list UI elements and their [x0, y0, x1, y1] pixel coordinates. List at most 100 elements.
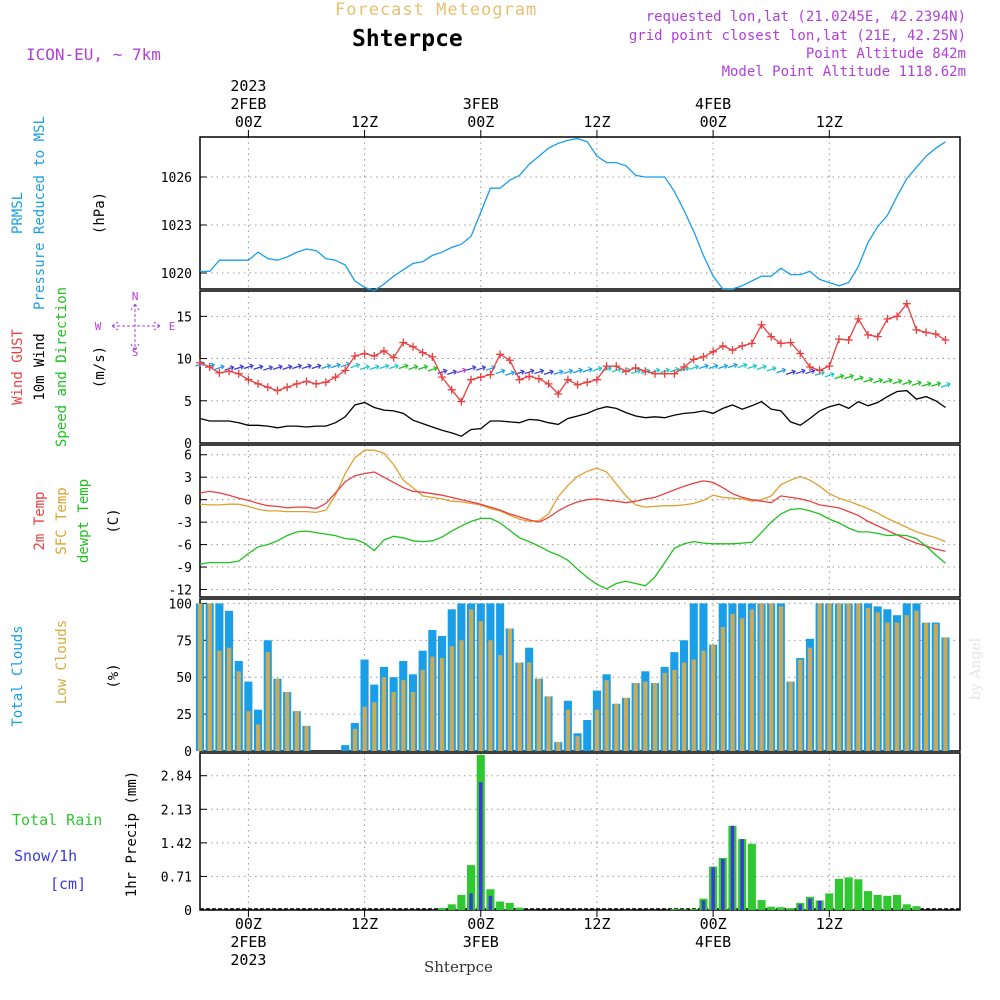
- ylabel-total-rain: Total Rain: [12, 811, 102, 829]
- wind-direction-arrow: [737, 362, 748, 369]
- snow-bar: [808, 898, 812, 910]
- header-title-top: Forecast Meteogram: [335, 0, 538, 20]
- y-tick-label: 15: [176, 310, 192, 325]
- ylabel-dewpt-temp: dewpt Temp: [76, 479, 92, 563]
- bottom-hour-label: 00Z: [700, 915, 727, 933]
- wind-direction-arrow: [505, 370, 516, 376]
- gust-marker: [302, 377, 311, 386]
- gust-marker: [689, 355, 698, 364]
- gust-marker: [438, 373, 447, 382]
- panel-frame: [199, 290, 961, 444]
- gust-marker: [486, 370, 495, 379]
- snow-bar: [730, 825, 735, 910]
- panel-frame: [199, 752, 961, 911]
- low-cloud-bar: [304, 725, 309, 751]
- gust-marker: [244, 375, 253, 384]
- low-cloud-bar: [769, 603, 774, 751]
- low-cloud-bar: [643, 681, 648, 751]
- wind-direction-arrow: [369, 364, 380, 370]
- gust-marker: [196, 358, 204, 367]
- low-cloud-bar: [217, 650, 222, 751]
- wind-direction-arrow: [524, 368, 535, 375]
- low-cloud-bar: [575, 736, 580, 751]
- rain-bar: [844, 877, 853, 910]
- gust-marker: [902, 299, 911, 308]
- low-cloud-bar: [836, 603, 842, 751]
- compass-rose-icon: [111, 303, 161, 351]
- gust-marker: [215, 368, 224, 377]
- ylabel-speed-direction: Speed and Direction: [54, 287, 70, 447]
- footer-location: Shterpce: [424, 958, 493, 976]
- wind-direction-arrow: [427, 365, 438, 372]
- gust-marker: [379, 346, 388, 355]
- low-cloud-bar: [226, 647, 232, 751]
- gust-marker: [738, 341, 747, 350]
- wind-direction-arrow: [592, 365, 603, 372]
- wind-direction-arrow: [234, 364, 245, 370]
- gust-marker: [825, 362, 834, 371]
- low-cloud-bar: [420, 669, 425, 751]
- low-cloud-bar: [536, 678, 541, 751]
- y-tick-label: 0: [184, 494, 192, 509]
- top-day-label: 3FEB: [463, 95, 499, 113]
- header-model: ICON-EU, ~ 7km: [26, 45, 161, 64]
- low-cloud-bar: [662, 672, 667, 751]
- gust-marker: [292, 379, 301, 388]
- panel-frame: [199, 136, 961, 290]
- low-cloud-bar: [517, 662, 522, 751]
- low-cloud-bar: [381, 677, 387, 751]
- low-cloud-bar: [430, 656, 435, 751]
- y-tick-label: 10: [176, 353, 192, 368]
- low-cloud-bar: [527, 662, 532, 751]
- wind-direction-arrow: [301, 363, 312, 370]
- gust-marker: [273, 386, 282, 395]
- bottom-day-label: 3FEB: [463, 933, 499, 951]
- low-cloud-bar: [265, 652, 270, 751]
- wind-direction-arrow: [756, 364, 767, 370]
- wind-direction-arrow: [689, 364, 700, 370]
- gust-marker: [418, 348, 427, 357]
- wind-direction-arrow: [630, 368, 642, 375]
- gust-marker: [815, 366, 824, 375]
- wind-direction-arrow: [456, 367, 467, 374]
- rain-bar: [747, 843, 756, 910]
- gust-marker: [583, 378, 592, 387]
- ylabel-pressure-unit: (hPa): [92, 192, 108, 234]
- ylabel-low-clouds: Low Clouds: [54, 620, 70, 704]
- wind-direction-arrow: [940, 382, 951, 388]
- low-cloud-bar: [614, 703, 619, 751]
- low-cloud-bar: [652, 683, 658, 751]
- low-cloud-bar: [449, 646, 454, 751]
- rain-bar: [457, 894, 466, 910]
- bottom-day-label: 4FEB: [695, 933, 731, 951]
- snow-bar: [798, 904, 802, 910]
- gust-marker: [263, 383, 272, 392]
- wind-direction-arrow: [718, 363, 729, 370]
- wind-direction-arrow: [843, 373, 855, 380]
- gust-marker: [854, 314, 863, 323]
- wind-direction-arrow: [727, 362, 738, 369]
- wind-direction-arrow: [437, 368, 448, 375]
- gust-marker: [505, 356, 514, 365]
- low-cloud-bar: [362, 706, 367, 751]
- gust-marker: [341, 366, 350, 375]
- sfc-temp-line: [199, 449, 946, 543]
- rain-bar: [515, 907, 524, 910]
- bottom-hour-label: 12Z: [816, 915, 843, 933]
- rain-bar: [680, 909, 689, 910]
- bottom-year-label: 2023: [230, 951, 266, 969]
- top-hour-label: 00Z: [700, 113, 727, 131]
- rain-bar: [757, 900, 766, 910]
- top-day-label: 2FEB: [230, 95, 266, 113]
- panel-frame: [199, 444, 961, 598]
- gust-line: [199, 302, 946, 403]
- low-cloud-bar: [197, 603, 203, 751]
- temp2m-line: [199, 471, 946, 552]
- rain-bar: [902, 904, 911, 910]
- wind-direction-arrow: [882, 377, 893, 384]
- compass-east: E: [169, 320, 176, 333]
- gust-marker: [641, 367, 650, 376]
- top-hour-label: 12Z: [351, 113, 378, 131]
- y-tick-label: 1020: [161, 267, 192, 282]
- rain-bar: [825, 893, 834, 910]
